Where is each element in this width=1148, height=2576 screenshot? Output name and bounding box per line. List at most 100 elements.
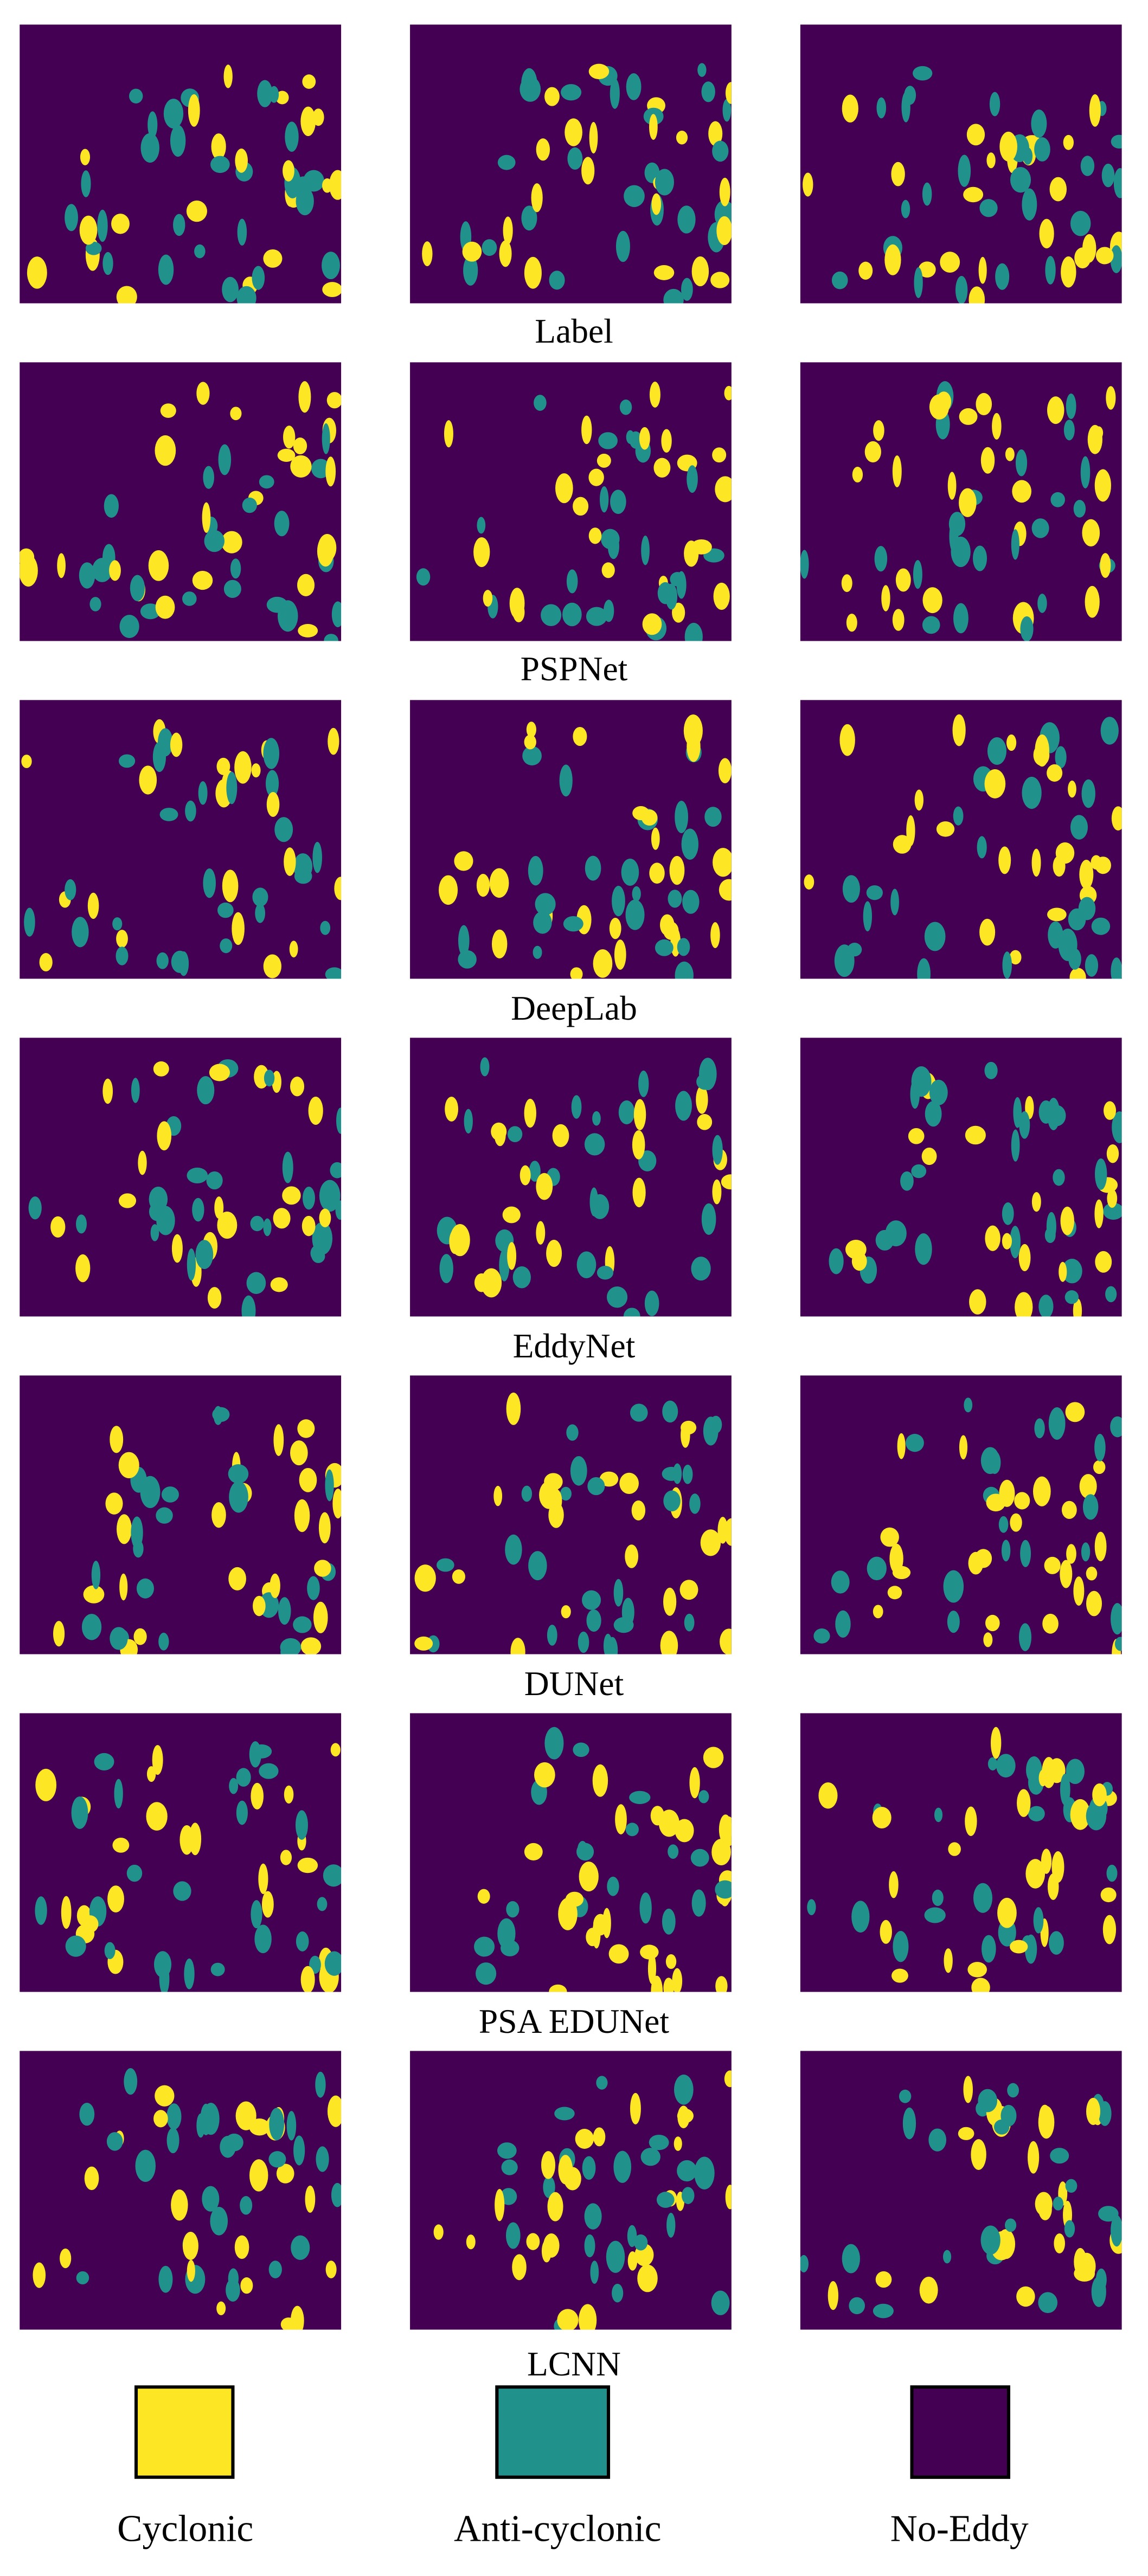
anti-cyclonic-eddy bbox=[913, 66, 933, 81]
cyclonic-eddy bbox=[724, 1518, 732, 1546]
anti-cyclonic-eddy bbox=[813, 1628, 830, 1644]
cyclonic-eddy bbox=[649, 114, 658, 140]
cyclonic-eddy bbox=[116, 930, 128, 948]
cyclonic-eddy bbox=[968, 1551, 984, 1575]
cyclonic-eddy bbox=[228, 1567, 246, 1590]
cyclonic-eddy bbox=[1028, 2141, 1040, 2174]
cyclonic-eddy bbox=[313, 1601, 328, 1633]
anti-cyclonic-eddy bbox=[899, 2089, 912, 2103]
cyclonic-eddy bbox=[990, 1727, 1002, 1759]
cyclonic-eddy bbox=[1094, 1531, 1107, 1562]
anti-cyclonic-eddy bbox=[331, 601, 342, 628]
cyclonic-eddy bbox=[715, 476, 732, 503]
cyclonic-eddy bbox=[992, 413, 1002, 440]
anti-cyclonic-eddy bbox=[1044, 1227, 1056, 1244]
cyclonic-eddy bbox=[536, 1221, 546, 1245]
anti-cyclonic-eddy bbox=[130, 575, 145, 602]
anti-cyclonic-eddy bbox=[1038, 1295, 1054, 1317]
cyclonic-eddy bbox=[1047, 764, 1063, 782]
eddy-map-panel bbox=[800, 24, 1122, 304]
anti-cyclonic-eddy bbox=[336, 1107, 342, 1134]
cyclonic-eddy bbox=[978, 256, 987, 284]
cyclonic-eddy bbox=[1055, 842, 1075, 864]
cyclonic-eddy bbox=[672, 1968, 683, 1992]
eddy-map-panel bbox=[410, 1375, 732, 1654]
anti-cyclonic-eddy bbox=[612, 2283, 624, 2303]
anti-cyclonic-eddy bbox=[541, 604, 562, 626]
anti-cyclonic-eddy bbox=[1063, 420, 1075, 441]
anti-cyclonic-eddy bbox=[694, 2156, 715, 2189]
cyclonic-eddy bbox=[627, 2251, 638, 2271]
cyclonic-eddy bbox=[160, 403, 176, 418]
anti-cyclonic-eddy bbox=[934, 1807, 943, 1822]
cyclonic-eddy bbox=[83, 1585, 105, 1603]
cyclonic-eddy bbox=[803, 172, 813, 197]
anti-cyclonic-eddy bbox=[603, 600, 614, 622]
cyclonic-eddy bbox=[1061, 1500, 1077, 1519]
cyclonic-eddy bbox=[546, 1239, 562, 1267]
anti-cyclonic-eddy bbox=[295, 1810, 308, 1840]
cyclonic-eddy bbox=[892, 455, 902, 487]
cyclonic-eddy bbox=[146, 1802, 168, 1831]
anti-cyclonic-eddy bbox=[578, 1631, 589, 1653]
cyclonic-eddy bbox=[653, 265, 675, 280]
anti-cyclonic-eddy bbox=[978, 2089, 998, 2113]
anti-cyclonic-eddy bbox=[325, 1469, 334, 1502]
anti-cyclonic-eddy bbox=[97, 209, 108, 242]
anti-cyclonic-eddy bbox=[159, 1962, 170, 1992]
cyclonic-eddy bbox=[57, 553, 66, 578]
cyclonic-eddy bbox=[329, 170, 342, 200]
cyclonic-eddy bbox=[325, 2261, 337, 2278]
cyclonic-eddy bbox=[102, 1078, 113, 1104]
anti-cyclonic-eddy bbox=[1001, 2104, 1017, 2127]
anti-cyclonic-eddy bbox=[674, 2074, 694, 2105]
anti-cyclonic-eddy bbox=[71, 1796, 88, 1829]
anti-cyclonic-eddy bbox=[197, 1076, 215, 1105]
eddy-map-panel bbox=[800, 1038, 1122, 1317]
anti-cyclonic-eddy bbox=[1015, 449, 1028, 476]
cyclonic-eddy bbox=[1079, 859, 1094, 890]
anti-cyclonic-eddy bbox=[252, 887, 268, 907]
anti-cyclonic-eddy bbox=[118, 754, 136, 768]
cyclonic-eddy bbox=[294, 1499, 310, 1532]
cyclonic-eddy bbox=[277, 448, 296, 462]
cyclonic-eddy bbox=[138, 1150, 147, 1175]
cyclonic-eddy bbox=[959, 408, 978, 425]
anti-cyclonic-eddy bbox=[1028, 1806, 1045, 1821]
cyclonic-eddy bbox=[263, 954, 281, 978]
cyclonic-eddy bbox=[39, 953, 53, 971]
anti-cyclonic-eddy bbox=[324, 634, 338, 641]
anti-cyclonic-eddy bbox=[911, 1164, 927, 1178]
anti-cyclonic-eddy bbox=[655, 169, 674, 196]
cyclonic-eddy bbox=[536, 138, 550, 161]
anti-cyclonic-eddy bbox=[1037, 594, 1047, 613]
anti-cyclonic-eddy bbox=[902, 2107, 916, 2140]
legend-label: Anti-cyclonic bbox=[454, 2508, 662, 2549]
cyclonic-eddy bbox=[1054, 2233, 1065, 2253]
cyclonic-eddy bbox=[192, 571, 213, 590]
cyclonic-eddy bbox=[526, 722, 536, 738]
anti-cyclonic-eddy bbox=[307, 1576, 320, 1600]
anti-cyclonic-eddy bbox=[587, 1477, 605, 1496]
cyclonic-eddy bbox=[196, 382, 210, 405]
anti-cyclonic-eddy bbox=[929, 1079, 948, 1105]
cyclonic-eddy bbox=[189, 1822, 202, 1856]
cyclonic-eddy bbox=[631, 1500, 646, 1521]
cyclonic-eddy bbox=[710, 272, 730, 288]
anti-cyclonic-eddy bbox=[112, 917, 123, 931]
cyclonic-eddy bbox=[971, 1978, 990, 1992]
anti-cyclonic-eddy bbox=[501, 1940, 520, 1956]
cyclonic-eddy bbox=[21, 755, 32, 768]
cyclonic-eddy bbox=[61, 1896, 72, 1929]
anti-cyclonic-eddy bbox=[561, 84, 582, 101]
anti-cyclonic-eddy bbox=[229, 1778, 239, 1794]
anti-cyclonic-eddy bbox=[1111, 957, 1122, 979]
anti-cyclonic-eddy bbox=[662, 1908, 676, 1935]
cyclonic-eddy bbox=[251, 763, 261, 778]
anti-cyclonic-eddy bbox=[291, 2235, 310, 2260]
anti-cyclonic-eddy bbox=[1070, 815, 1088, 840]
anti-cyclonic-eddy bbox=[573, 1742, 589, 1757]
cyclonic-eddy bbox=[1018, 1244, 1031, 1272]
anti-cyclonic-eddy bbox=[567, 147, 583, 170]
anti-cyclonic-eddy bbox=[230, 558, 241, 579]
